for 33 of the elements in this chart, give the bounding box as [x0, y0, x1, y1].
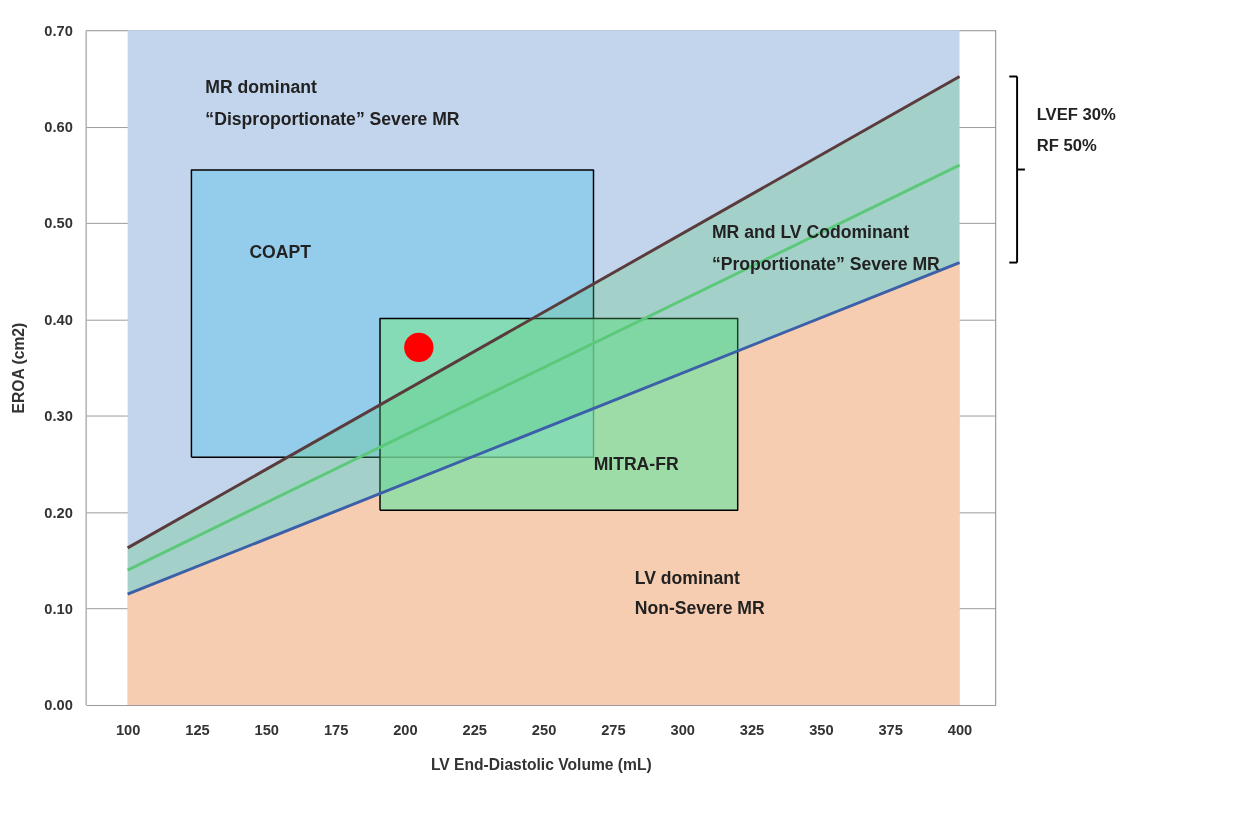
x-tick-label: 400 — [947, 721, 973, 738]
x-tick-label: 225 — [462, 721, 487, 738]
x-tick-label: 350 — [809, 721, 834, 738]
annotation: Non-Severe MR — [634, 598, 766, 619]
annotation: MR dominant — [205, 76, 317, 97]
x-tick-label: 125 — [185, 721, 210, 738]
y-tick-label: 0.30 — [44, 408, 73, 425]
x-tick-label: 275 — [601, 721, 626, 738]
x-tick-label: 200 — [393, 721, 418, 738]
x-tick-label: 375 — [878, 721, 903, 738]
x-tick-label: 100 — [115, 721, 141, 738]
annotation: “Proportionate” Severe MR — [711, 253, 941, 274]
annotation: MITRA-FR — [593, 454, 679, 475]
text: LVEF 30% — [1036, 104, 1116, 124]
y-axis-title: EROA (cm2) — [9, 322, 27, 414]
x-tick-label: 250 — [531, 721, 557, 738]
x-tick-label: 325 — [739, 721, 765, 738]
y-tick-label: 0.40 — [44, 311, 73, 328]
y-tick-label: 0.20 — [44, 504, 73, 521]
annotation: MR and LV Codominant — [711, 221, 910, 242]
x-tick-label: 300 — [670, 721, 695, 738]
annotation: COAPT — [249, 242, 312, 263]
y-tick-label: 0.10 — [44, 601, 73, 618]
x-axis-title: LV End-Diastolic Volume (mL) — [430, 756, 652, 774]
text: RF 50% — [1036, 135, 1097, 155]
y-tick-label: 0.70 — [44, 22, 73, 39]
annotation: LV dominant — [634, 567, 741, 588]
x-tick-label: 150 — [254, 721, 280, 738]
y-tick-label: 0.00 — [44, 697, 73, 714]
x-tick-label: 175 — [323, 721, 349, 738]
y-tick-label: 0.50 — [44, 215, 73, 232]
y-tick-label: 0.60 — [44, 119, 73, 136]
annotation: “Disproportionate” Severe MR — [205, 109, 460, 130]
